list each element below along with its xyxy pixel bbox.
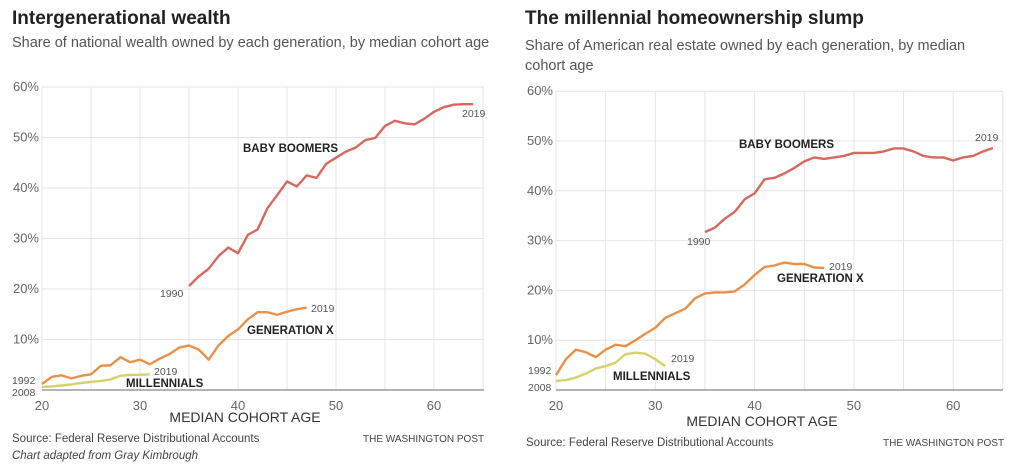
- x-tick-label: 50: [329, 398, 343, 413]
- x-tick-label: 20: [35, 398, 49, 413]
- series-label: GENERATION X: [777, 273, 864, 285]
- chart-title: The millennial homeownership slump: [525, 8, 864, 29]
- chart-subtitle: Share of American real estate owned by e…: [525, 38, 966, 74]
- generation-x-line: [41, 306, 307, 385]
- y-tick-label: 60%: [13, 79, 39, 94]
- end-year-label: 2019: [671, 353, 695, 365]
- x-tick-label: 30: [648, 398, 662, 413]
- series-label: GENERATION X: [247, 325, 334, 337]
- generation-x-line: [554, 261, 825, 376]
- x-tick-label: 60: [427, 398, 441, 413]
- start-year-label: 1992: [12, 375, 36, 387]
- start-year-label: 2008: [12, 387, 36, 399]
- y-tick-label: 10%: [13, 332, 39, 347]
- chart-subtitle: Share of national wealth owned by each g…: [12, 35, 490, 51]
- end-year-label: 2019: [462, 108, 486, 120]
- start-year-label: 2008: [528, 382, 552, 394]
- end-year-label: 2019: [154, 366, 178, 378]
- y-tick-label: 40%: [13, 180, 39, 195]
- x-tick-label: 40: [231, 398, 245, 413]
- series-label: BABY BOOMERS: [243, 143, 338, 155]
- x-tick-label: 30: [133, 398, 147, 413]
- y-tick-label: 20%: [527, 282, 553, 297]
- baby-boomers-line: [704, 146, 994, 234]
- attribution-note: Chart adapted from Gray Kimbrough: [12, 450, 199, 462]
- end-year-label: 2019: [829, 261, 853, 273]
- y-tick-label: 20%: [13, 281, 39, 296]
- millennials-line: [555, 351, 666, 383]
- start-year-label: 1992: [528, 365, 552, 377]
- credit-text: THE WASHINGTON POST: [363, 434, 485, 445]
- series-label: MILLENNIALS: [126, 378, 204, 390]
- x-tick-label: 40: [747, 398, 761, 413]
- x-tick-label: 50: [847, 398, 861, 413]
- y-tick-label: 10%: [527, 332, 553, 347]
- chart-1: 10% 20% 30% 40% 50% 60% 20 30 40 50 60 MEDIAN COHOR…: [527, 83, 1004, 429]
- series-label: BABY BOOMERS: [739, 139, 834, 151]
- y-tick-label: 60%: [527, 83, 553, 98]
- credit-text: THE WASHINGTON POST: [883, 438, 1005, 449]
- y-tick-label: 30%: [527, 233, 553, 248]
- x-tick-label: 20: [549, 398, 563, 413]
- start-year-label: 1990: [160, 288, 184, 300]
- source-text: Source: Federal Reserve Distributional A…: [12, 433, 260, 445]
- x-axis-label: MEDIAN COHORT AGE: [169, 409, 320, 425]
- chart-0: 10% 20% 30% 40% 50% 60% 20 30 40 50 60 MEDIAN COHOR…: [12, 79, 486, 425]
- x-axis-label: MEDIAN COHORT AGE: [686, 413, 837, 429]
- baby-boomers-line: [188, 102, 474, 287]
- y-tick-label: 30%: [13, 231, 39, 246]
- x-tick-label: 60: [946, 398, 960, 413]
- end-year-label: 2019: [975, 132, 999, 144]
- y-tick-label: 40%: [527, 183, 553, 198]
- start-year-label: 1990: [687, 236, 711, 248]
- chart-title: Intergenerational wealth: [12, 8, 231, 29]
- end-year-label: 2019: [311, 303, 335, 315]
- y-tick-label: 50%: [13, 130, 39, 145]
- millennials-line: [41, 373, 150, 389]
- series-label: MILLENNIALS: [613, 371, 691, 383]
- source-text: Source: Federal Reserve Distributional A…: [526, 437, 774, 449]
- y-tick-label: 50%: [527, 133, 553, 148]
